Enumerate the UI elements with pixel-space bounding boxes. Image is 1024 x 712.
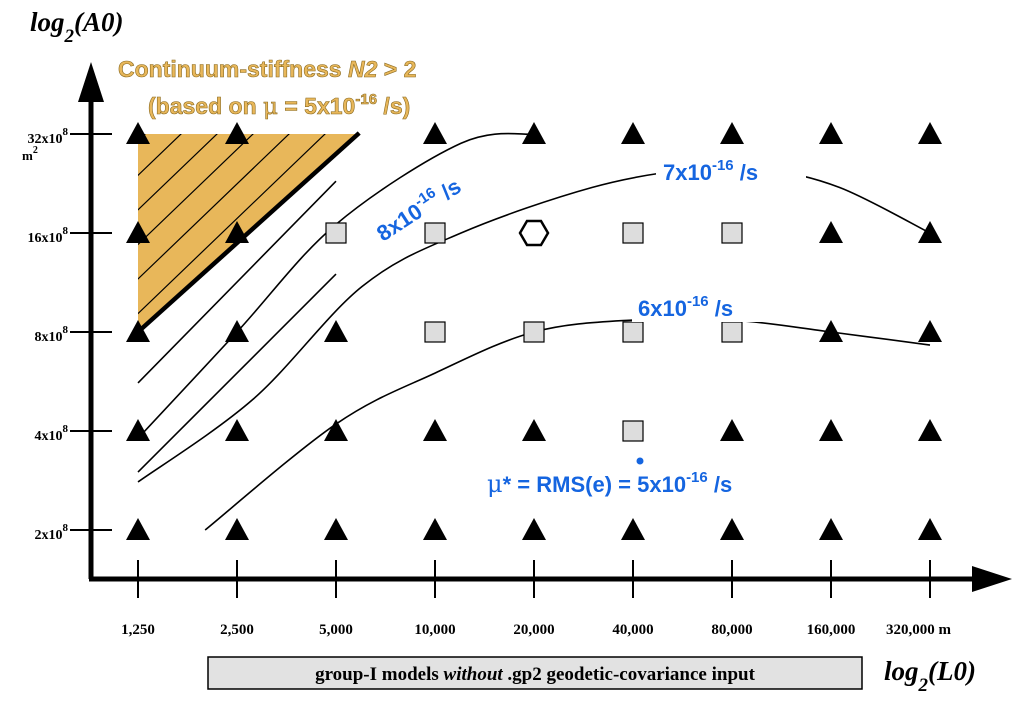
triangle-marker bbox=[819, 320, 843, 342]
triangle-marker bbox=[621, 518, 645, 540]
square-marker bbox=[721, 222, 743, 244]
region-boundary bbox=[136, 131, 361, 334]
triangle-marker bbox=[423, 518, 447, 540]
square-marker bbox=[721, 321, 743, 343]
x-tick-label: 2,500 bbox=[220, 622, 254, 638]
x-tick-label: 160,000 bbox=[807, 622, 856, 638]
square-marker bbox=[622, 420, 644, 442]
triangle-marker bbox=[126, 122, 150, 144]
triangle-marker bbox=[720, 518, 744, 540]
x-axis-arrowhead bbox=[972, 566, 1012, 592]
triangle-marker bbox=[819, 122, 843, 144]
triangle-marker bbox=[126, 320, 150, 342]
hatch-line bbox=[138, 134, 243, 332]
triangle-marker bbox=[522, 122, 546, 144]
svg-text:6x10-16 /s: 6x10-16 /s bbox=[638, 293, 733, 321]
diagonal-line bbox=[137, 180, 337, 384]
triangle-marker bbox=[126, 221, 150, 243]
triangle-marker bbox=[225, 122, 249, 144]
mu-annotation: μ* = RMS(e) = 5x10-16 /s bbox=[487, 469, 732, 498]
square-marker bbox=[424, 222, 446, 244]
triangle-marker bbox=[324, 419, 348, 441]
diagonal-line bbox=[137, 273, 337, 473]
triangle-marker bbox=[918, 419, 942, 441]
contour-line bbox=[137, 166, 931, 483]
contour-line bbox=[204, 317, 931, 531]
triangle-marker bbox=[621, 122, 645, 144]
triangle-marker bbox=[423, 419, 447, 441]
y-axis-unit: m2 bbox=[22, 145, 38, 163]
x-tick-label: 20,000 bbox=[513, 622, 554, 638]
y-tick-label: 32x108 bbox=[28, 126, 69, 147]
triangle-marker bbox=[918, 122, 942, 144]
y-axis-title: log2(A0) bbox=[30, 7, 124, 47]
hatch-line bbox=[138, 134, 279, 332]
y-tick-label: 8x108 bbox=[35, 324, 69, 345]
x-tick-label: 10,000 bbox=[414, 622, 455, 638]
x-tick-label: 40,000 bbox=[612, 622, 653, 638]
square-marker bbox=[523, 321, 545, 343]
x-tick-label: 320,000 m bbox=[886, 622, 952, 638]
hatch-line bbox=[138, 134, 315, 332]
footer-caption: group-I models without .gp2 geodetic-cov… bbox=[315, 664, 756, 685]
square-marker bbox=[622, 222, 644, 244]
region-label-line2: (based on μ = 5x10-16 /s) bbox=[148, 91, 410, 120]
triangle-marker bbox=[918, 518, 942, 540]
x-tick-label: 5,000 bbox=[319, 622, 353, 638]
triangle-marker bbox=[324, 518, 348, 540]
triangle-marker bbox=[819, 221, 843, 243]
hatch-line bbox=[138, 134, 351, 332]
contour-label-7: 7x10-16 /s bbox=[656, 152, 806, 186]
x-tick-label: 80,000 bbox=[711, 622, 752, 638]
triangle-marker bbox=[225, 419, 249, 441]
contour-label-6: 6x10-16 /s bbox=[632, 288, 774, 322]
triangle-marker bbox=[126, 419, 150, 441]
triangle-marker bbox=[225, 221, 249, 243]
hatch-line bbox=[138, 134, 207, 332]
triangle-marker bbox=[720, 419, 744, 441]
y-tick-label: 4x108 bbox=[35, 423, 69, 444]
svg-text:7x10-16 /s: 7x10-16 /s bbox=[663, 157, 758, 185]
triangle-marker bbox=[324, 320, 348, 342]
triangle-marker bbox=[819, 518, 843, 540]
triangle-marker bbox=[918, 221, 942, 243]
triangle-marker bbox=[522, 419, 546, 441]
y-axis-arrowhead bbox=[78, 62, 104, 102]
hexagon-marker bbox=[518, 219, 550, 247]
y-tick-label: 2x108 bbox=[35, 522, 69, 543]
e-dot bbox=[636, 457, 644, 465]
triangle-marker bbox=[918, 320, 942, 342]
square-marker bbox=[325, 222, 347, 244]
square-marker bbox=[622, 321, 644, 343]
y-tick-label: 16x108 bbox=[28, 225, 69, 246]
marker-layer bbox=[126, 122, 942, 540]
triangle-marker bbox=[225, 320, 249, 342]
region-label-line1: Continuum-stiffness N2 > 2 bbox=[118, 56, 416, 82]
square-marker bbox=[424, 321, 446, 343]
svg-text:8x10-16 /s: 8x10-16 /s bbox=[370, 171, 465, 246]
triangle-marker bbox=[720, 122, 744, 144]
triangle-marker bbox=[423, 122, 447, 144]
x-tick-label: 1,250 bbox=[121, 622, 155, 638]
triangle-marker bbox=[225, 518, 249, 540]
triangle-marker bbox=[522, 518, 546, 540]
footer-box bbox=[207, 656, 863, 690]
triangle-marker bbox=[819, 419, 843, 441]
triangle-marker bbox=[126, 518, 150, 540]
x-axis-title: log2(L0) bbox=[884, 656, 976, 696]
